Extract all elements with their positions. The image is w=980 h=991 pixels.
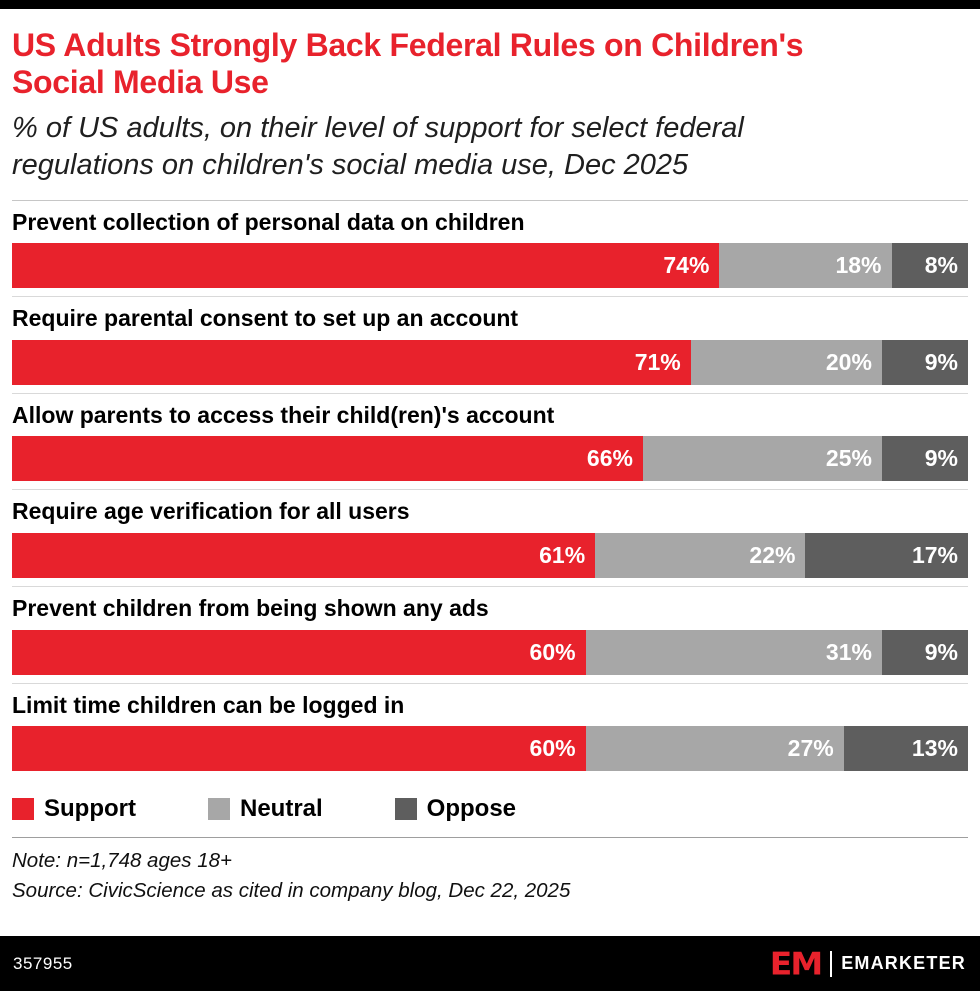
bar-row-label: Limit time children can be logged in (12, 691, 405, 718)
bar-track: 61% 22% 17% (12, 532, 968, 578)
bar-segment-neutral: 22% (595, 532, 806, 578)
bar-segment-neutral: 31% (585, 629, 882, 675)
legend-label: Support (44, 795, 136, 823)
bar-segment-value: 9% (924, 445, 958, 472)
bar-row-label: Require parental consent to set up an ac… (12, 305, 519, 332)
bar-row-label: Require age verification for all users (12, 498, 410, 525)
bar-track: 74% 18% 8% (12, 243, 968, 289)
bar-segment-value: 13% (911, 735, 958, 762)
legend-item-neutral: Neutral (207, 795, 323, 823)
bar-row: Prevent children from being shown any ad… (12, 585, 968, 683)
chart-rows: Prevent collection of personal data on c… (12, 199, 968, 780)
bar-segment-support: 66% (12, 436, 643, 482)
bar-row: Allow parents to access their child(ren)… (12, 392, 968, 490)
chart-subtitle: % of US adults, on their level of suppor… (12, 111, 744, 181)
bar-segment-value: 25% (825, 445, 872, 472)
bar-track: 60% 27% 13% (12, 726, 968, 772)
bar-row: Limit time children can be logged in 60%… (12, 682, 968, 780)
bar-segment-value: 66% (586, 445, 633, 472)
bar-segment-value: 61% (539, 541, 586, 568)
bar-segment-value: 9% (924, 638, 958, 665)
emarketer-logo: EM EMARKETER (770, 947, 966, 980)
bar-segment-support: 74% (12, 243, 720, 289)
bar-segment-value: 20% (825, 348, 872, 375)
bar-row: Prevent collection of personal data on c… (12, 201, 968, 297)
legend: Support Neutral Oppose (12, 779, 968, 837)
bar-segment-value: 74% (663, 252, 710, 279)
bar-track: 66% 25% 9% (12, 436, 968, 482)
source-text: Source: CivicScience as cited in company… (12, 878, 571, 902)
note-text: Note: n=1,748 ages 18+ (12, 849, 232, 873)
bar-segment-support: 60% (12, 629, 586, 675)
bar-segment-value: 18% (835, 252, 882, 279)
bar-track: 60% 31% 9% (12, 629, 968, 675)
legend-label: Oppose (426, 795, 517, 823)
bar-segment-oppose: 9% (881, 629, 968, 675)
bar-segment-support: 61% (12, 532, 596, 578)
bar-segment-support: 71% (12, 339, 691, 385)
bar-segment-value: 60% (529, 638, 576, 665)
bar-segment-oppose: 13% (843, 726, 968, 772)
legend-swatch-support (12, 798, 34, 821)
bar-segment-value: 22% (749, 541, 796, 568)
legend-swatch-oppose (394, 798, 417, 821)
bar-row-label: Prevent collection of personal data on c… (12, 208, 525, 235)
legend-item-support: Support (12, 795, 136, 823)
bar-segment-value: 31% (825, 638, 872, 665)
legend-item-oppose: Oppose (394, 795, 517, 823)
em-logo-mark: EM (769, 944, 823, 983)
bar-segment-oppose: 9% (881, 339, 968, 385)
bar-segment-value: 71% (634, 348, 681, 375)
bar-row: Require age verification for all users 6… (12, 489, 968, 586)
bar-segment-neutral: 20% (690, 339, 882, 385)
bar-segment-value: 60% (529, 735, 576, 762)
bar-segment-value: 8% (924, 252, 958, 279)
top-accent-bar (0, 0, 980, 9)
chart-title: US Adults Strongly Back Federal Rules on… (12, 27, 804, 101)
chart-id: 357955 (13, 953, 73, 973)
bar-row-label: Allow parents to access their child(ren)… (12, 401, 555, 428)
bar-segment-oppose: 9% (881, 436, 968, 482)
bar-segment-oppose: 8% (891, 243, 968, 289)
bar-segment-value: 27% (787, 735, 834, 762)
brand-name: EMARKETER (841, 953, 966, 973)
legend-swatch-neutral (207, 798, 230, 821)
bar-track: 71% 20% 9% (12, 339, 968, 385)
bar-segment-neutral: 18% (719, 243, 892, 289)
bar-segment-neutral: 27% (585, 726, 844, 772)
bar-segment-neutral: 25% (642, 436, 882, 482)
legend-label: Neutral (239, 795, 323, 823)
notes-section: Note: n=1,748 ages 18+ Source: CivicScie… (12, 837, 968, 917)
bar-segment-value: 17% (911, 541, 958, 568)
chart-content: US Adults Strongly Back Federal Rules on… (0, 9, 980, 936)
footer-bar: 357955 EM EMARKETER (0, 936, 980, 991)
bar-segment-oppose: 17% (805, 532, 968, 578)
bar-segment-value: 9% (924, 348, 958, 375)
bar-row-label: Prevent children from being shown any ad… (12, 594, 489, 621)
bar-row: Require parental consent to set up an ac… (12, 296, 968, 393)
logo-divider-line (830, 950, 833, 977)
bar-segment-support: 60% (12, 726, 586, 772)
